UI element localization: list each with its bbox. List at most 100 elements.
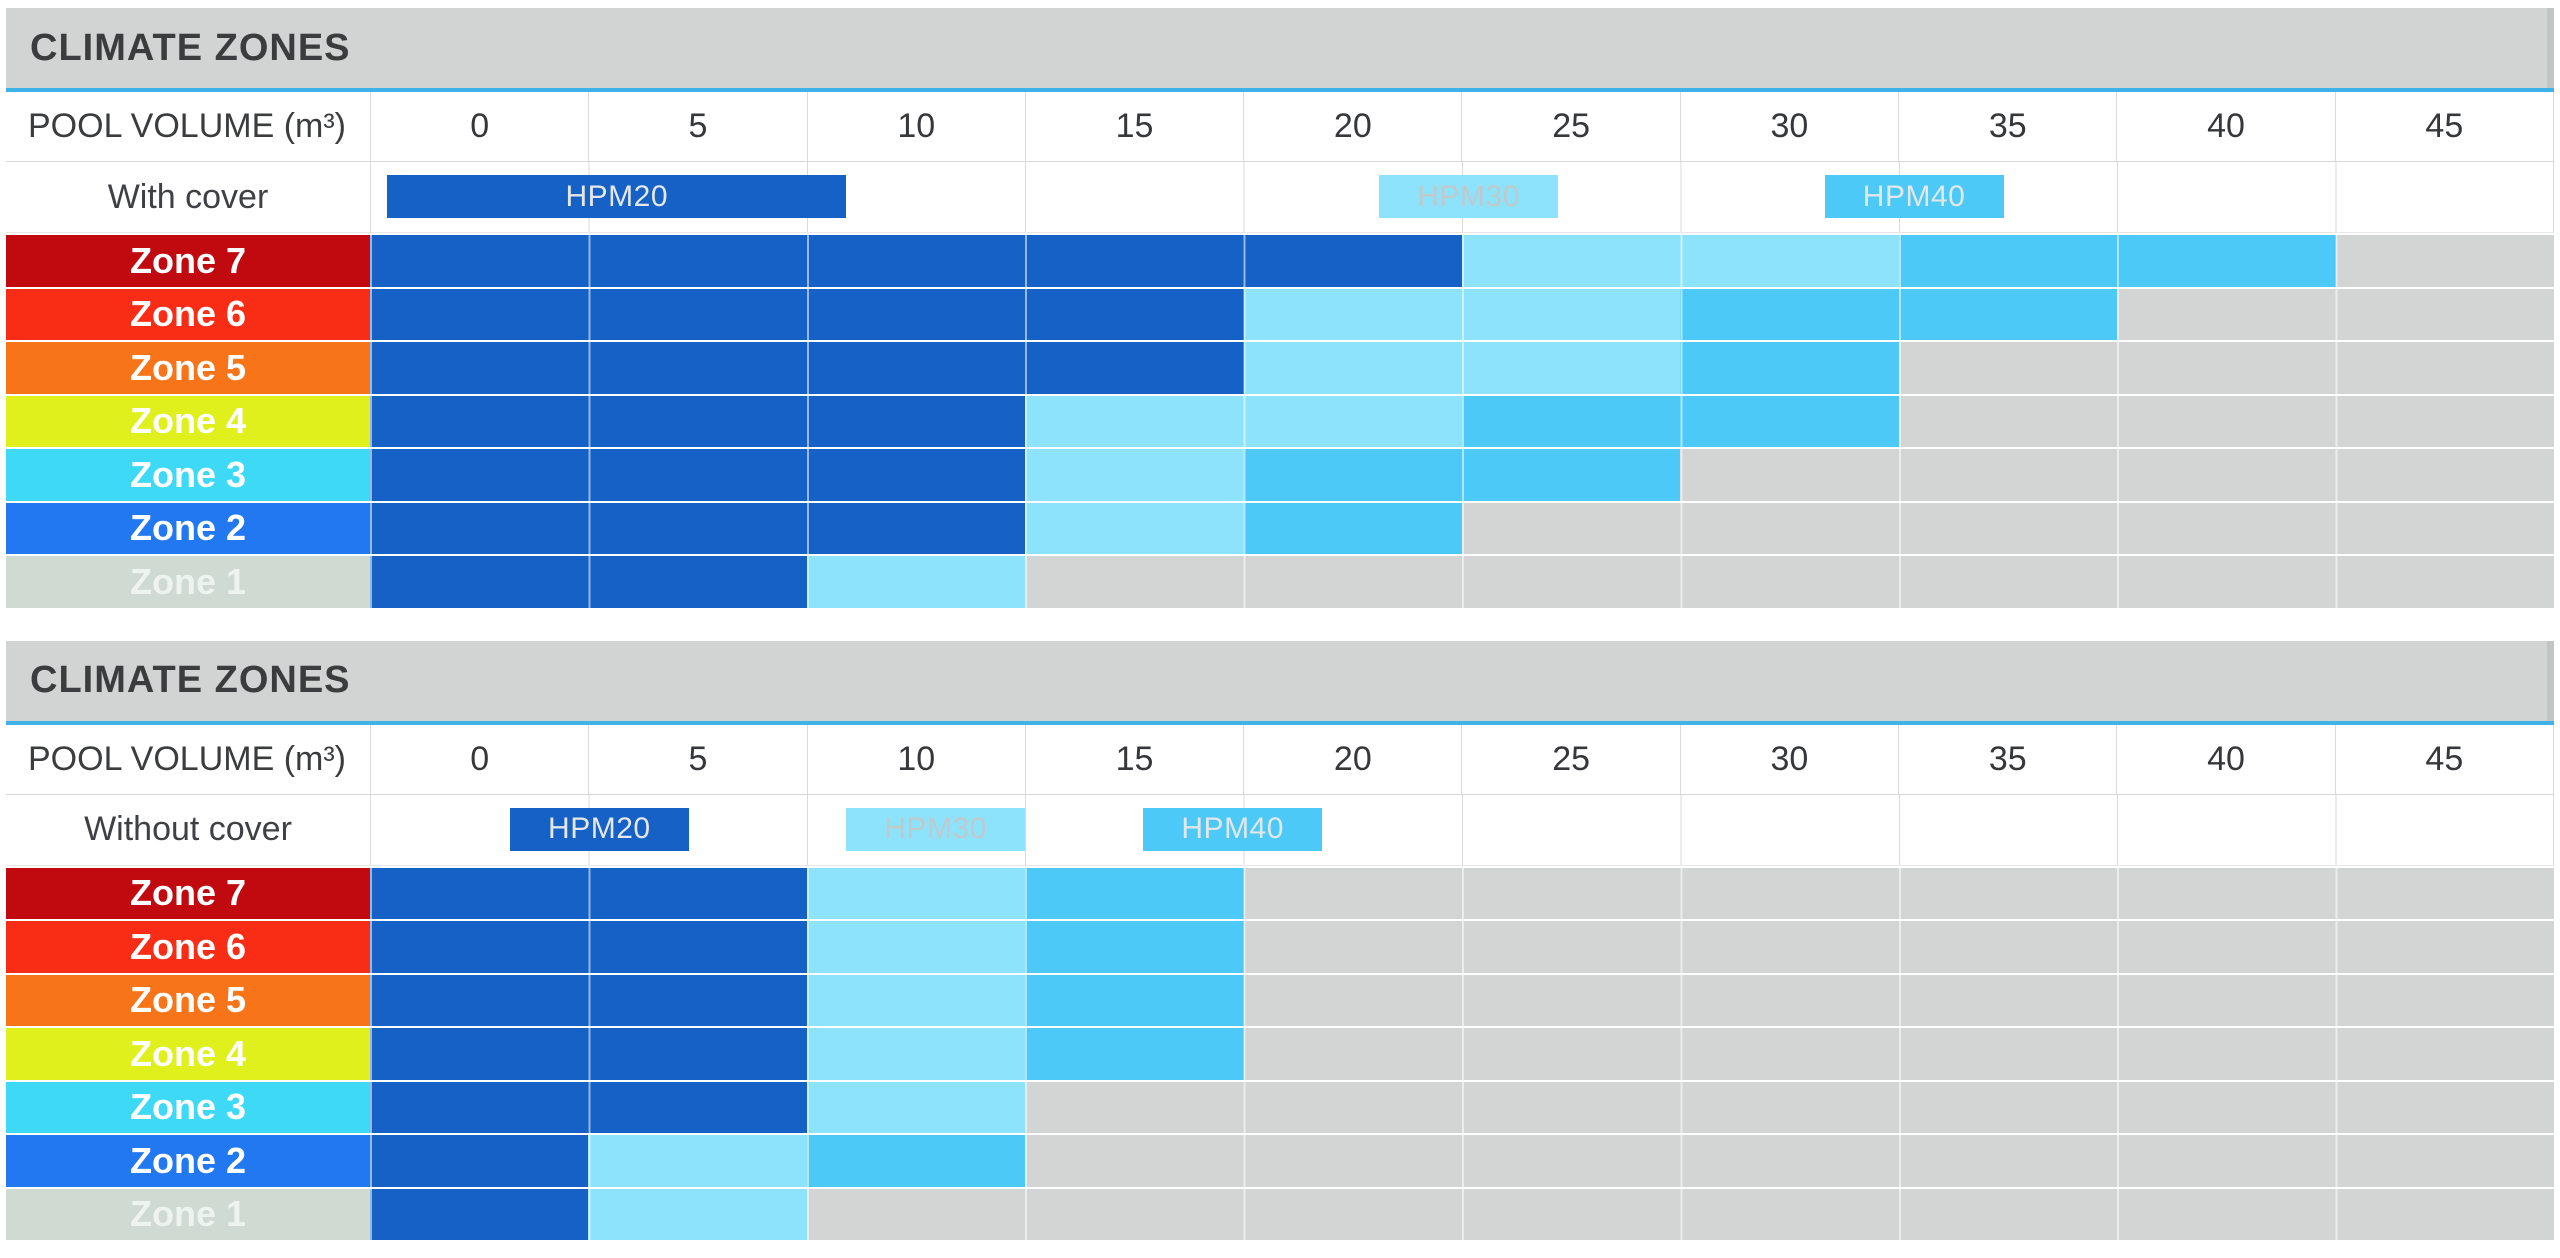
volume-tick: 20 <box>1243 92 1461 161</box>
zone-row-zone-6: Zone 6 <box>6 288 2554 340</box>
coverage-segment-hpm30 <box>1243 342 1681 394</box>
zone-coverage-bars <box>370 921 2554 973</box>
coverage-segment-hpm30 <box>588 1135 807 1187</box>
zone-row-zone-4: Zone 4 <box>6 395 2554 447</box>
coverage-segment-hpm20 <box>370 235 1462 287</box>
coverage-segment-hpm40 <box>1898 235 2336 287</box>
table-title-band: CLIMATE ZONES <box>6 8 2554 88</box>
legend-bar-hpm20: HPM20 <box>509 807 689 851</box>
coverage-segment-hpm40 <box>1025 1028 1244 1080</box>
legend-bar-hpm20: HPM20 <box>387 175 847 218</box>
zone-label: Zone 6 <box>6 921 370 973</box>
coverage-segment-hpm30 <box>1025 395 1462 447</box>
coverage-segment-hpm20 <box>370 867 807 919</box>
zone-row-zone-5: Zone 5 <box>6 974 2554 1026</box>
volume-tick: 15 <box>1024 92 1243 161</box>
cover-condition-row: Without cover HPM20 HPM30 HPM40 <box>6 794 2554 866</box>
zone-coverage-bars <box>370 867 2554 919</box>
legend-bar-hpm30: HPM30 <box>1379 175 1559 218</box>
climate-zones-table-with-cover: CLIMATE ZONES POOL VOLUME (m³) 0 5 10 15 20 2… <box>6 8 2554 608</box>
volume-tick: 30 <box>1679 724 1898 794</box>
legend-bar-hpm30: HPM30 <box>846 807 1026 851</box>
coverage-segment-hpm30 <box>1025 449 1244 501</box>
coverage-segment-hpm20 <box>370 1081 807 1133</box>
coverage-segment-hpm30 <box>1243 288 1681 340</box>
zone-coverage-bars <box>370 395 2554 447</box>
volume-tick: 0 <box>370 724 588 794</box>
zone-coverage-bars <box>370 1135 2554 1187</box>
coverage-segment-hpm40 <box>1025 974 1244 1026</box>
coverage-segment-hpm20 <box>370 1028 807 1080</box>
coverage-segment-hpm30 <box>588 1188 807 1240</box>
volume-tick: 15 <box>1024 724 1243 794</box>
hpm-legend-area: HPM20 HPM30 HPM40 <box>370 794 2554 865</box>
hpm-legend-area: HPM20 HPM30 HPM40 <box>370 162 2554 232</box>
zone-row-zone-7: Zone 7 <box>6 867 2554 919</box>
zone-row-zone-7: Zone 7 <box>6 235 2554 287</box>
zones-grid: Zone 7 Zone 6 Zone 5 Zone 4 Zone 3 Zone 2 Zone… <box>6 235 2554 608</box>
coverage-segment-hpm20 <box>370 449 1026 501</box>
zone-row-zone-3: Zone 3 <box>6 1081 2554 1133</box>
zone-label: Zone 7 <box>6 867 370 919</box>
zone-label: Zone 4 <box>6 1028 370 1080</box>
pool-volume-header-row: POOL VOLUME (m³) 0 5 10 15 20 25 30 35 40 45 <box>6 724 2554 795</box>
zone-label: Zone 3 <box>6 1081 370 1133</box>
volume-tick: 35 <box>1898 724 2116 794</box>
zone-coverage-bars <box>370 974 2554 1026</box>
zone-coverage-bars <box>370 1028 2554 1080</box>
coverage-segment-hpm20 <box>370 1188 589 1240</box>
zone-row-zone-1: Zone 1 <box>6 1188 2554 1240</box>
zone-label: Zone 3 <box>6 449 370 501</box>
zone-coverage-bars <box>370 235 2554 287</box>
coverage-segment-hpm20 <box>370 342 1244 394</box>
pool-volume-axis-label: POOL VOLUME (m³) <box>28 107 346 145</box>
cover-condition-label: Without cover <box>84 810 292 848</box>
zone-label: Zone 5 <box>6 342 370 394</box>
volume-tick: 25 <box>1461 724 1679 794</box>
zone-label: Zone 5 <box>6 974 370 1026</box>
climate-zones-table-without-cover: CLIMATE ZONES POOL VOLUME (m³) 0 5 10 15 20 2… <box>6 640 2554 1240</box>
zone-label: Zone 6 <box>6 288 370 340</box>
volume-tick: 45 <box>2334 92 2553 161</box>
volume-tick-row: 0 5 10 15 20 25 30 35 40 45 <box>370 724 2554 794</box>
table-title-band: CLIMATE ZONES <box>6 640 2554 721</box>
zone-label: Zone 7 <box>6 235 370 287</box>
coverage-segment-hpm20 <box>370 1135 589 1187</box>
zone-row-zone-2: Zone 2 <box>6 1135 2554 1187</box>
coverage-segment-hpm20 <box>370 502 1026 554</box>
volume-tick: 10 <box>806 92 1025 161</box>
volume-tick: 30 <box>1679 92 1898 161</box>
zone-label: Zone 1 <box>6 1188 370 1240</box>
pool-volume-header-row: POOL VOLUME (m³) 0 5 10 15 20 25 30 35 40 45 <box>6 92 2554 162</box>
coverage-segment-hpm40 <box>1243 449 1681 501</box>
coverage-segment-hpm30 <box>806 556 1026 608</box>
zone-coverage-bars <box>370 449 2554 501</box>
coverage-segment-hpm20 <box>370 974 807 1026</box>
zone-coverage-bars <box>370 502 2554 554</box>
zone-label: Zone 4 <box>6 395 370 447</box>
zone-row-zone-3: Zone 3 <box>6 449 2554 501</box>
volume-tick: 35 <box>1898 92 2116 161</box>
zone-row-zone-4: Zone 4 <box>6 1028 2554 1080</box>
coverage-segment-hpm40 <box>1025 867 1244 919</box>
pool-volume-axis-label: POOL VOLUME (m³) <box>28 739 346 778</box>
cover-condition-label: With cover <box>107 177 269 216</box>
legend-bar-hpm40: HPM40 <box>1824 175 2004 218</box>
volume-tick: 5 <box>588 92 806 161</box>
zone-coverage-bars <box>370 288 2554 340</box>
zone-row-zone-2: Zone 2 <box>6 502 2554 554</box>
coverage-segment-hpm20 <box>370 395 1026 447</box>
zones-grid: Zone 7 Zone 6 Zone 5 Zone 4 Zone 3 Zone 2 Zone… <box>6 867 2554 1240</box>
coverage-segment-hpm40 <box>1680 288 2118 340</box>
cover-condition-row: With cover HPM20 HPM30 HPM40 <box>6 162 2554 233</box>
volume-tick: 45 <box>2334 724 2553 794</box>
coverage-segment-hpm30 <box>806 1028 1026 1080</box>
legend-bar-hpm40: HPM40 <box>1143 807 1323 851</box>
volume-tick-row: 0 5 10 15 20 25 30 35 40 45 <box>370 92 2554 161</box>
title-underline <box>6 88 2554 92</box>
coverage-segment-hpm40 <box>1462 395 1899 447</box>
coverage-segment-hpm30 <box>806 1081 1026 1133</box>
coverage-segment-hpm30 <box>806 974 1026 1026</box>
volume-tick: 25 <box>1461 92 1679 161</box>
volume-tick: 40 <box>2116 92 2334 161</box>
